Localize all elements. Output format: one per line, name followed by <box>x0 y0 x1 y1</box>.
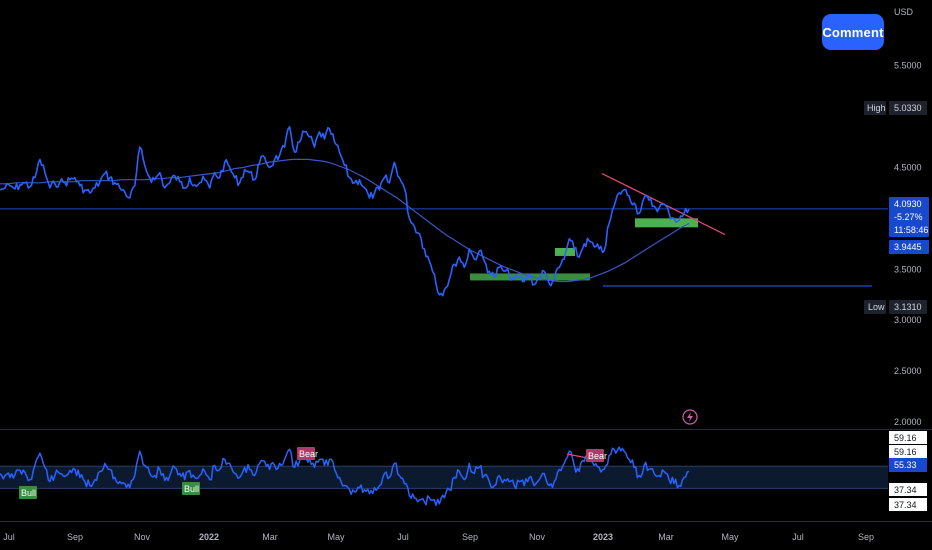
time-tick-label: May <box>721 532 739 542</box>
high-label-box <box>864 101 886 115</box>
rsi-pane[interactable]: Bull Bull Bear Bear <box>0 446 888 507</box>
price-tick-label: 2.0000 <box>894 417 922 427</box>
flash-event-icon <box>682 409 698 425</box>
rsi-level-text: 37.34 <box>894 500 917 510</box>
price-tick-label: 4.5000 <box>894 163 922 173</box>
badge-text: Bull <box>21 488 36 498</box>
level-value-tag <box>889 240 929 254</box>
badge-box <box>19 486 37 499</box>
rsi-level-text: 59.16 <box>894 447 917 457</box>
time-axis[interactable]: Jul Sep Nov 2022 Mar May Jul Sep Nov 2023 Mar May Ju… <box>0 521 932 543</box>
low-label-box <box>864 300 886 314</box>
rsi-current-value: 55.33 <box>894 460 917 470</box>
level-value-text: 3.9445 <box>894 242 922 252</box>
currency-label: USD <box>894 7 914 17</box>
price-pane[interactable] <box>0 126 932 430</box>
time-tick-label: May <box>327 532 345 542</box>
lightning-glyph <box>687 412 693 422</box>
last-price-change: -5.27% <box>894 212 923 222</box>
badge-box <box>586 449 604 462</box>
time-tick-label: Nov <box>529 532 546 542</box>
rsi-level-box <box>889 431 927 444</box>
badge-box <box>182 482 200 495</box>
time-tick-label: Mar <box>658 532 674 542</box>
rsi-level-box <box>889 498 927 511</box>
rsi-level-box <box>889 445 927 458</box>
price-line <box>0 126 690 297</box>
time-tick-label: Mar <box>262 532 278 542</box>
time-tick-label: Sep <box>858 532 874 542</box>
high-value-text: 5.0330 <box>894 103 922 113</box>
rsi-level-text: 37.34 <box>894 485 917 495</box>
rsi-band <box>0 466 888 489</box>
price-axis[interactable]: 5.5000 4.5000 3.5000 3.0000 2.5000 2.0000 High… <box>864 61 929 511</box>
low-label-text: Low <box>868 302 885 312</box>
demand-zone-box <box>470 273 590 281</box>
time-tick-label: 2023 <box>593 532 613 542</box>
time-tick-label: Sep <box>462 532 478 542</box>
last-price-value: 4.0930 <box>894 199 922 209</box>
bar-countdown: 11:58:46 <box>894 225 928 235</box>
high-label-text: High <box>867 103 886 113</box>
low-value-box <box>889 300 927 314</box>
moving-average-line <box>0 158 690 283</box>
high-value-box <box>889 101 927 115</box>
price-tick-label: 3.0000 <box>894 315 922 325</box>
badge-text: Bear <box>299 449 318 459</box>
rsi-line <box>0 446 690 507</box>
rsi-level-box <box>889 483 927 496</box>
time-tick-label: Jul <box>397 532 409 542</box>
comment-button[interactable]: Comment <box>822 14 884 50</box>
time-tick-label: Jul <box>3 532 15 542</box>
last-price-tag <box>889 197 929 237</box>
badge-text: Bull <box>184 484 199 494</box>
price-tick-label: 3.5000 <box>894 264 922 274</box>
rsi-current-box <box>889 458 927 472</box>
bear-divergence-badge: Bear <box>586 449 607 462</box>
time-tick-label: Nov <box>134 532 151 542</box>
badge-box <box>297 447 315 460</box>
price-tick-label: 5.5000 <box>894 61 922 71</box>
rsi-level-text: 59.16 <box>894 433 917 443</box>
badge-text: Bear <box>588 451 607 461</box>
low-value-text: 3.1310 <box>894 302 922 312</box>
bull-divergence-badge: Bull <box>19 486 37 499</box>
time-tick-label: 2022 <box>199 532 219 542</box>
flash-event-ring <box>682 409 698 425</box>
price-tick-label: 2.5000 <box>894 366 922 376</box>
bull-divergence-badge: Bull <box>182 482 200 495</box>
time-tick-label: Sep <box>67 532 83 542</box>
bear-divergence-badge: Bear <box>297 447 318 460</box>
recent-zone-box <box>635 218 698 228</box>
time-tick-label: Jul <box>792 532 804 542</box>
